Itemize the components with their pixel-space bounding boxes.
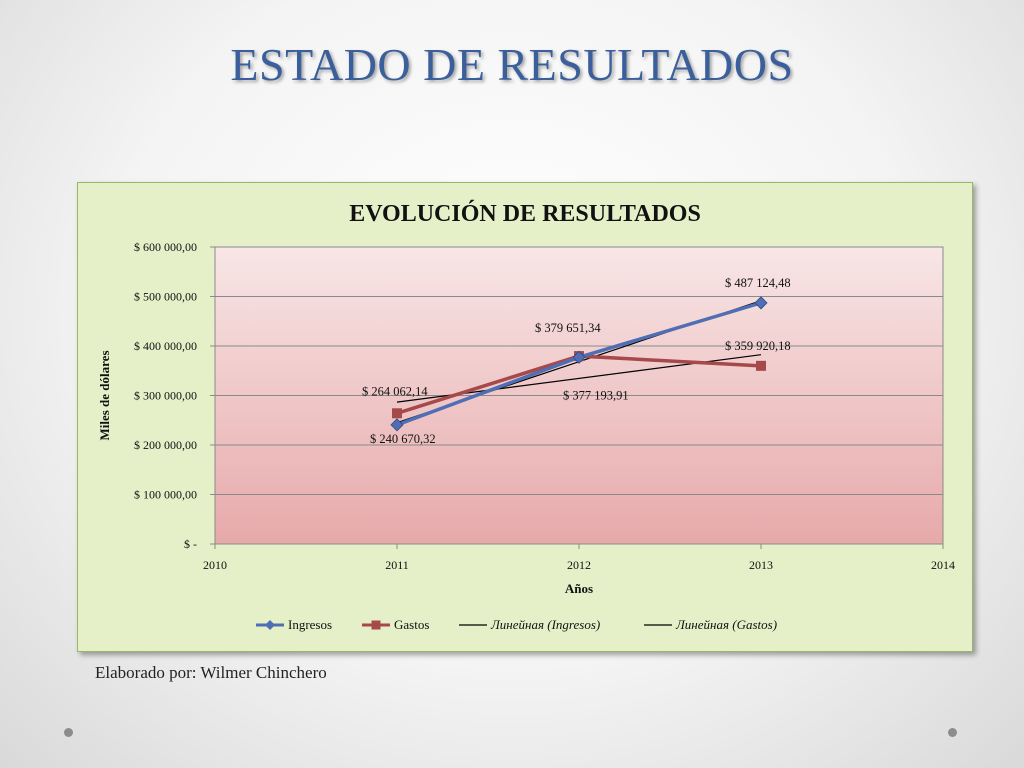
results-chart: EVOLUCIÓN DE RESULTADOS $ - $ 100 000,00 $ … xyxy=(97,200,955,632)
legend-label-trend-gastos: Линейная (Gastos) xyxy=(675,617,777,632)
legend-marker-ingresos xyxy=(265,620,275,630)
legend-label-trend-ingresos: Линейная (Ingresos) xyxy=(490,617,600,632)
data-label: $ 379 651,34 xyxy=(535,321,601,335)
x-tick-label: 2014 xyxy=(931,558,955,572)
credit-text: Elaborado por: Wilmer Chinchero xyxy=(95,663,327,682)
y-axis-title: Miles de dólares xyxy=(97,350,112,440)
data-label: $ 264 062,14 xyxy=(362,384,428,398)
y-tick-label: $ 400 000,00 xyxy=(134,339,197,353)
legend-label-gastos: Gastos xyxy=(394,617,429,632)
data-label: $ 377 193,91 xyxy=(563,388,629,402)
x-axis-title: Años xyxy=(565,581,593,596)
chart-title: EVOLUCIÓN DE RESULTADOS xyxy=(349,200,701,227)
y-tick-label: $ 600 000,00 xyxy=(134,240,197,254)
y-tick-label: $ 500 000,00 xyxy=(134,290,197,304)
data-label: $ 487 124,48 xyxy=(725,276,791,290)
x-tick-label: 2011 xyxy=(385,558,409,572)
y-tick-label: $ 300 000,00 xyxy=(134,389,197,403)
x-tick-label: 2013 xyxy=(749,558,773,572)
right-decor-dot xyxy=(948,728,957,737)
legend-label-ingresos: Ingresos xyxy=(288,617,332,632)
left-decor-dot xyxy=(64,728,73,737)
point-ingresos xyxy=(390,418,404,432)
data-label: $ 359 920,18 xyxy=(725,339,791,353)
point-gastos xyxy=(756,360,766,371)
data-label: $ 240 670,32 xyxy=(370,432,436,446)
point-ingresos xyxy=(754,296,768,310)
legend-marker-gastos xyxy=(371,620,381,630)
slide-title: ESTADO DE RESULTADOS xyxy=(230,39,794,90)
point-gastos xyxy=(392,408,402,419)
y-tick-label: $ 200 000,00 xyxy=(134,438,197,452)
chart-container: EVOLUCIÓN DE RESULTADOS $ - $ 100 000,00 $ … xyxy=(77,182,973,652)
x-tick-label: 2010 xyxy=(203,558,227,572)
y-tick-label: $ - xyxy=(184,537,197,551)
point-ingresos xyxy=(572,350,586,364)
x-tick-label: 2012 xyxy=(567,558,591,572)
y-tick-label: $ 100 000,00 xyxy=(134,488,197,502)
